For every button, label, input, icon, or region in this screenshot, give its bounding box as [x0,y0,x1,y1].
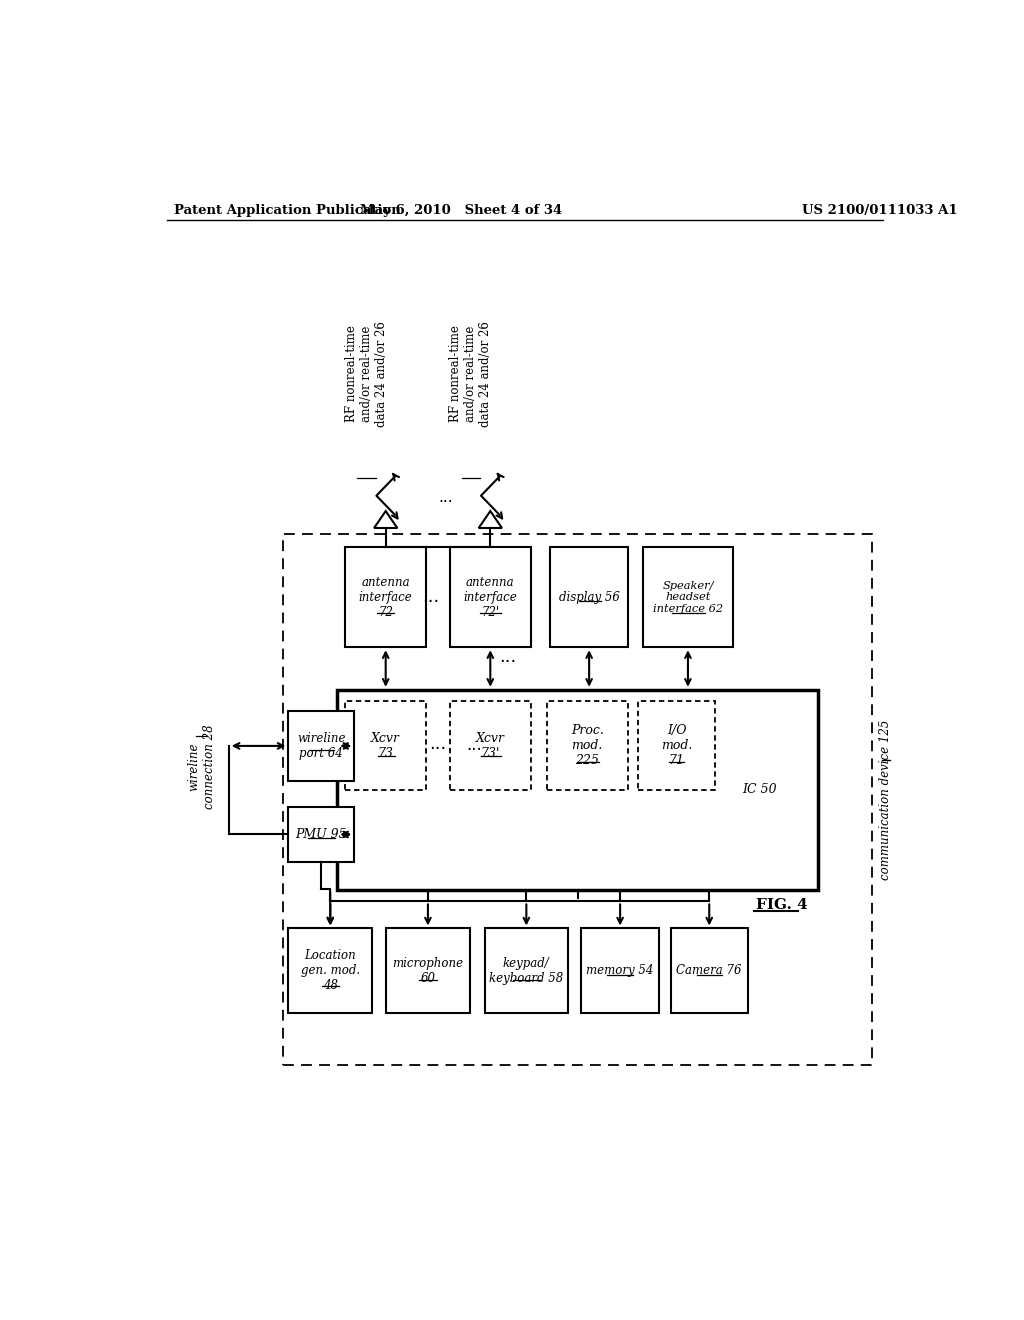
Text: May 6, 2010   Sheet 4 of 34: May 6, 2010 Sheet 4 of 34 [360,205,562,218]
Text: Xcvr
73': Xcvr 73' [476,731,505,759]
Text: microphone
60: microphone 60 [392,957,464,985]
Text: ...: ... [438,490,453,504]
Text: ...: ... [499,648,516,667]
Text: FIG. 4: FIG. 4 [756,899,808,912]
Bar [550,548,628,647]
Text: keypad/
keyboard 58: keypad/ keyboard 58 [489,957,563,985]
Bar [582,928,658,1014]
Bar [345,548,426,647]
Bar [345,701,426,789]
Text: antenna
interface
72': antenna interface 72' [464,576,517,619]
Text: RF nonreal-time
and/or real-time
data 24 and/or 26: RF nonreal-time and/or real-time data 24… [450,321,493,426]
Text: wireline
port 64: wireline port 64 [297,731,346,760]
Text: Proc.
mod.
225: Proc. mod. 225 [570,725,603,767]
Text: IC 50: IC 50 [742,783,777,796]
Text: ...: ... [429,735,446,752]
Bar [289,711,354,780]
Text: Camera 76: Camera 76 [677,964,742,977]
Text: Speaker/
headset
interface 62: Speaker/ headset interface 62 [653,581,723,614]
Text: wireline
connection 28: wireline connection 28 [187,725,216,809]
Text: PMU 95: PMU 95 [296,828,347,841]
Bar [337,689,818,890]
Bar [484,928,568,1014]
Text: I/O
mod.
71: I/O mod. 71 [662,725,692,767]
Bar [643,548,732,647]
Bar [671,928,748,1014]
Bar [289,807,354,862]
Text: RF nonreal-time
and/or real-time
data 24 and/or 26: RF nonreal-time and/or real-time data 24… [345,321,388,426]
Bar [289,928,372,1014]
Text: memory 54: memory 54 [587,964,653,977]
Bar [283,535,872,1065]
Bar [386,928,470,1014]
Bar [547,701,628,789]
Text: Location
gen. mod.
48: Location gen. mod. 48 [301,949,359,993]
Text: antenna
interface
72: antenna interface 72 [358,576,413,619]
Bar [450,701,531,789]
Bar [450,548,531,647]
Text: ...: ... [422,589,439,606]
Text: display 56: display 56 [559,591,620,603]
Text: Patent Application Publication: Patent Application Publication [174,205,401,218]
Text: US 2100/0111033 A1: US 2100/0111033 A1 [802,205,957,218]
Bar [638,701,716,789]
Text: communication device 125: communication device 125 [880,719,893,880]
Text: Xcvr
73: Xcvr 73 [371,731,400,759]
Text: ...: ... [467,737,482,754]
